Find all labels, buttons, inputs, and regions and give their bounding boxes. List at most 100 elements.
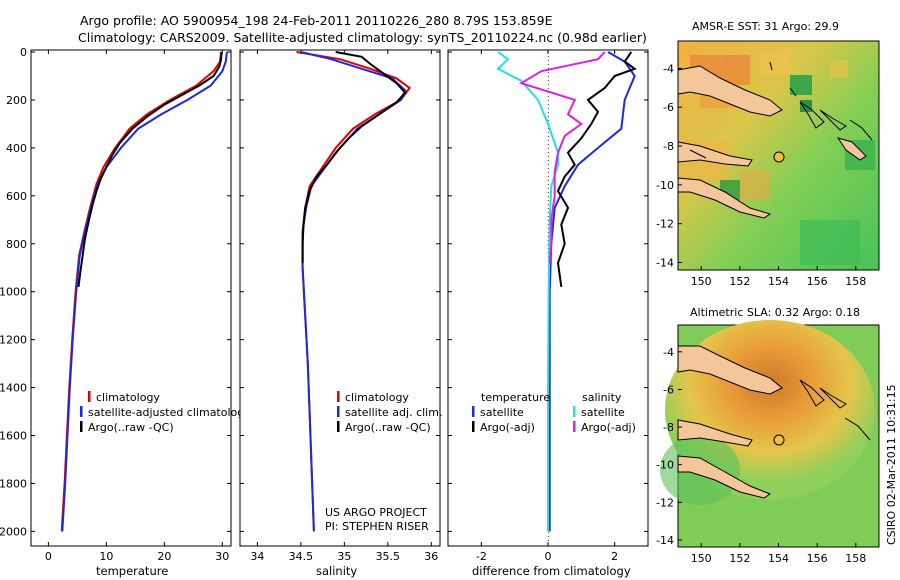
legend-label-temp-satellite: satellite: [480, 406, 524, 419]
lat-tick-label: -14: [656, 534, 674, 547]
y-tick-label: 800: [6, 238, 27, 251]
lon-tick-label: 154: [768, 552, 789, 565]
series-line-salinity-argo-adj: [518, 51, 606, 263]
legend-marker-climatology: [88, 391, 91, 402]
legend-marker-argo: [80, 421, 83, 432]
temperature-y-axis: 0 200 400 600 800 1000 1200 1400 1600 1800 2000: [0, 46, 231, 538]
x-tick-label: 34.5: [289, 550, 314, 563]
y-tick-label: 0: [20, 46, 27, 59]
header-line-1: Argo profile: AO 5900954_198 24-Feb-2011…: [80, 13, 553, 28]
salinity-plot-frame: [239, 49, 441, 547]
lat-tick-label: -4: [663, 62, 674, 75]
header-line-2: Climatology: CARS2009. Satellite-adjuste…: [78, 30, 647, 45]
temperature-lines: [60, 51, 228, 532]
temperature-legend: climatology satellite-adjusted climatolo…: [80, 391, 251, 434]
y-tick-label: 1000: [0, 286, 27, 299]
difference-panel: -2 0 2 difference from climatology tempera…: [447, 49, 649, 578]
sla-map-panel: Altimetric SLA: 0.32 Argo: 0.18 -4 -6 -8 -1…: [656, 306, 880, 565]
x-tick-label: 35: [337, 550, 351, 563]
x-tick-label: 20: [157, 550, 171, 563]
credit-pi: PI: STEPHEN RISER: [325, 520, 429, 533]
lon-tick-label: 158: [845, 552, 866, 565]
difference-lines: [496, 51, 637, 532]
lat-tick-label: -14: [656, 256, 674, 269]
sla-argo-position-marker: [773, 434, 785, 446]
sst-map-land: [677, 65, 867, 219]
x-tick-label: 34: [250, 550, 264, 563]
x-tick-label: 35.5: [376, 550, 401, 563]
y-tick-label: 400: [6, 142, 27, 155]
sst-map-title: AMSR-E SST: 31 Argo: 29.9: [692, 20, 839, 33]
sla-map-coast-islands: [799, 379, 871, 441]
legend-marker-temp-satellite: [472, 406, 475, 417]
sst-map-lon-axis: 150 152 154 156 158: [691, 266, 866, 288]
sst-map-panel: AMSR-E SST: 31 Argo: 29.9: [656, 20, 880, 288]
sla-map-lat-axis: -4 -6 -8 -10 -12 -14: [656, 346, 682, 547]
lat-tick-label: -6: [663, 383, 674, 396]
salinity-legend: climatology satellite adj. clim. Argo(..…: [337, 391, 442, 434]
temperature-xlabel: temperature: [96, 564, 168, 578]
legend-marker-sal-satellite: [573, 406, 576, 417]
legend-marker-climatology: [337, 391, 340, 402]
lat-tick-label: -10: [656, 459, 674, 472]
lat-tick-label: -10: [656, 179, 674, 192]
temperature-plot-frame: [30, 49, 232, 547]
sst-map-lat-axis: -4 -6 -8 -10 -12 -14: [656, 62, 682, 269]
temperature-panel: 0 200 400 600 800 1000 1200 1400 1600 1800 2000 0 1…: [0, 46, 251, 578]
lon-tick-label: 152: [729, 552, 750, 565]
legend-marker-satellite: [337, 406, 340, 417]
lat-tick-label: -6: [663, 101, 674, 114]
series-line-temperature-argo-adj: [556, 51, 637, 288]
y-tick-label: 1200: [0, 334, 27, 347]
x-tick-label: 0: [545, 550, 552, 563]
x-tick-label: 10: [99, 550, 113, 563]
legend-title-salinity: salinity: [582, 391, 622, 404]
x-tick-label: 0: [45, 550, 52, 563]
legend-marker-satellite: [80, 406, 83, 417]
x-tick-label: 30: [215, 550, 229, 563]
salinity-xlabel: salinity: [316, 564, 357, 578]
salinity-lines: [296, 51, 411, 532]
lat-tick-label: -4: [663, 346, 674, 359]
lon-tick-label: 152: [729, 275, 750, 288]
sst-map-coast-islands: [689, 61, 873, 159]
legend-label-argo: Argo(..raw -QC): [345, 421, 431, 434]
difference-y-ticks: [448, 51, 648, 532]
x-tick-label: -2: [476, 550, 487, 563]
legend-marker-sal-argo: [573, 421, 576, 432]
y-tick-label: 1800: [0, 477, 27, 490]
series-line-argo-raw-qc: [77, 51, 223, 288]
legend-label-climatology: climatology: [345, 391, 409, 404]
lon-tick-label: 150: [691, 552, 712, 565]
sst-argo-position-marker: [773, 151, 785, 163]
difference-legend: temperature salinity satellite Argo(-adj…: [472, 391, 636, 434]
y-tick-label: 600: [6, 190, 27, 203]
lon-tick-label: 154: [768, 275, 789, 288]
difference-x-axis: -2 0 2: [476, 50, 618, 563]
series-line-argo-raw-qc: [301, 51, 407, 263]
sla-map-land: [677, 345, 783, 499]
legend-marker-temp-argo: [472, 421, 475, 432]
series-line-satellite-adjusted-climatology: [61, 51, 228, 532]
legend-label-sal-satellite: satellite: [581, 406, 625, 419]
y-tick-label: 200: [6, 94, 27, 107]
legend-title-temperature: temperature: [481, 391, 550, 404]
x-tick-label: 2: [611, 550, 618, 563]
legend-label-temp-argo: Argo(-adj): [480, 421, 535, 434]
x-tick-label: 36: [424, 550, 438, 563]
y-tick-label: 2000: [0, 525, 27, 538]
legend-label-argo: Argo(..raw -QC): [88, 421, 174, 434]
salinity-panel: 34 34.5 35 35.5 36 salinity climatology sate…: [239, 49, 442, 578]
lon-tick-label: 158: [845, 275, 866, 288]
temperature-x-axis: 0 10 20 30: [45, 50, 229, 563]
legend-label-climatology: climatology: [96, 391, 160, 404]
y-tick-label: 1400: [0, 382, 27, 395]
legend-label-satellite: satellite-adjusted climatology: [88, 406, 251, 419]
lat-tick-label: -8: [663, 421, 674, 434]
lon-tick-label: 150: [691, 275, 712, 288]
legend-marker-argo: [337, 421, 340, 432]
legend-label-sal-argo: Argo(-adj): [581, 421, 636, 434]
lon-tick-label: 156: [807, 552, 828, 565]
lon-tick-label: 156: [807, 275, 828, 288]
